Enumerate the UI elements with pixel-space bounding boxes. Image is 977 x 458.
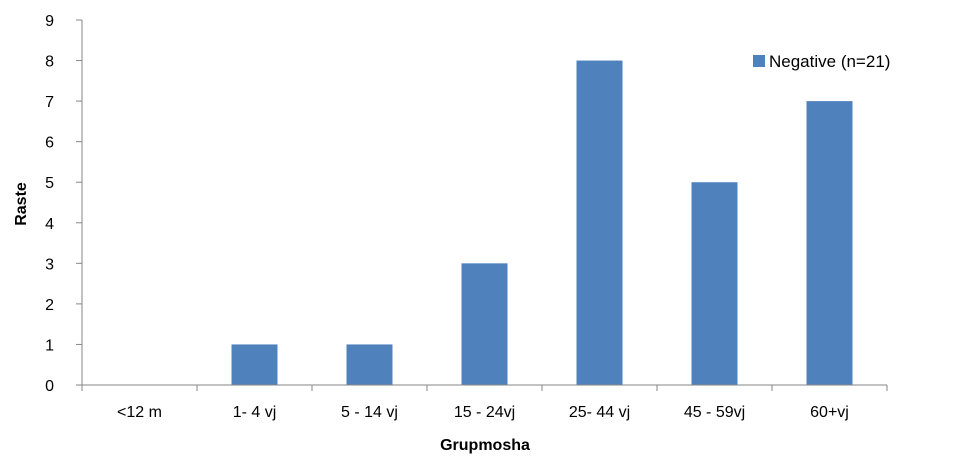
x-axis-title: Grupmosha xyxy=(440,437,530,454)
y-tick-label: 2 xyxy=(45,297,54,314)
y-tick-label: 3 xyxy=(45,256,54,273)
y-axis-title: Raste xyxy=(13,182,30,226)
x-axis-tick-labels: <12 m 1- 4 vj 5 - 14 vj 15 - 24vj 25- 44 vj 4… xyxy=(117,404,849,421)
y-tick-label: 6 xyxy=(45,135,54,152)
bar xyxy=(691,182,738,385)
y-tick-label: 9 xyxy=(45,13,54,30)
bar xyxy=(231,344,278,385)
x-axis-ticks xyxy=(81,385,888,391)
x-tick-label: <12 m xyxy=(117,404,162,421)
bars xyxy=(231,60,853,386)
y-tick-label: 1 xyxy=(45,337,54,354)
y-tick-label: 0 xyxy=(45,378,54,395)
x-tick-label: 60+vj xyxy=(810,404,849,421)
legend-label: Negative (n=21) xyxy=(769,52,890,71)
x-tick-label: 45 - 59vj xyxy=(684,404,745,421)
x-tick-label: 15 - 24vj xyxy=(454,404,515,421)
y-tick-label: 7 xyxy=(45,94,54,111)
legend-swatch xyxy=(753,55,765,67)
x-tick-label: 25- 44 vj xyxy=(569,404,630,421)
bar xyxy=(576,60,623,386)
y-tick-label: 8 xyxy=(45,54,54,71)
bar xyxy=(461,263,508,385)
x-tick-label: 1- 4 vj xyxy=(233,404,277,421)
bar xyxy=(806,101,853,385)
y-tick-label: 5 xyxy=(45,175,54,192)
bar xyxy=(346,344,393,385)
y-axis-ticks: 0 1 2 3 4 5 6 7 8 9 xyxy=(45,13,82,395)
x-tick-label: 5 - 14 vj xyxy=(341,404,398,421)
legend: Negative (n=21) xyxy=(753,52,890,71)
y-tick-label: 4 xyxy=(45,216,54,233)
